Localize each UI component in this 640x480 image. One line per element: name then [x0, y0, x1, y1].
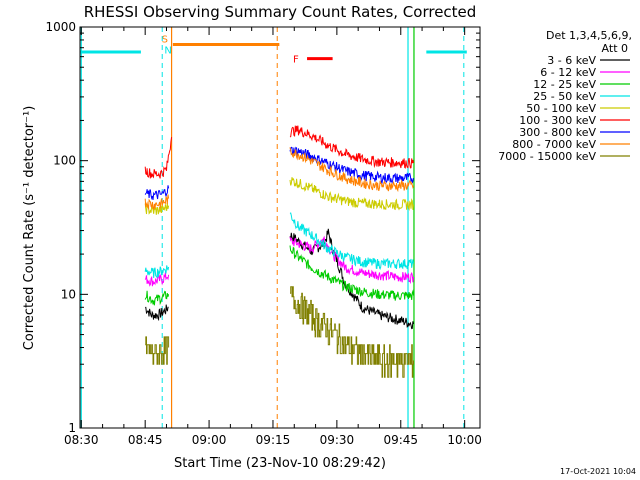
axes: 1 10 100 1000 08:30 08:45 09:00 09:15 09:30 09:45…	[45, 20, 482, 447]
flag-letter-0: S	[162, 35, 168, 46]
chart-title: RHESSI Observing Summary Count Rates, Co…	[84, 3, 477, 21]
legend-label-7: 800 - 7000 keV	[512, 138, 596, 151]
series-lines	[144, 125, 414, 378]
footer-date: 17-Oct-2021 10:04	[560, 467, 636, 476]
series-line-4-seg2	[289, 177, 414, 211]
y-tick-label-2: 100	[53, 154, 76, 168]
series-line-7-seg1	[144, 194, 170, 211]
series-line-8-seg2	[290, 286, 414, 378]
series-line-1-seg2	[289, 235, 414, 285]
y-tick-label-0: 1	[68, 421, 76, 435]
legend-title-line-2: Att 0	[602, 42, 628, 55]
legend-label-4: 50 - 100 keV	[526, 102, 596, 115]
x-tick-label-2: 09:00	[192, 433, 227, 447]
instrument-flags: F SN	[80, 35, 467, 66]
x-tick-label-1: 08:45	[128, 433, 163, 447]
x-tick-label-3: 09:15	[256, 433, 291, 447]
x-tick-label-0: 08:30	[64, 433, 99, 447]
x-tick-label-5: 09:45	[383, 433, 418, 447]
series-line-2-seg1	[144, 290, 170, 306]
plot-frame	[79, 26, 481, 429]
series-line-0-seg2	[289, 228, 414, 330]
legend-title-line-1: Det 1,3,4,5,6,9,	[546, 29, 632, 42]
legend-label-6: 300 - 800 keV	[519, 126, 596, 139]
legend-label-5: 100 - 300 keV	[519, 114, 596, 127]
flag-letter-1: N	[164, 45, 171, 56]
series-line-3-seg2	[289, 212, 414, 270]
series-line-4-seg1	[144, 202, 170, 215]
legend-label-0: 3 - 6 keV	[547, 54, 596, 67]
flag-label-3: F	[293, 55, 299, 66]
series-line-6-seg1	[144, 185, 170, 201]
series-line-5-seg1	[144, 137, 173, 179]
series-line-7-seg2	[289, 147, 414, 193]
x-tick-label-4: 09:30	[320, 433, 355, 447]
x-axis-label: Start Time (23-Nov-10 08:29:42)	[174, 456, 386, 471]
series-line-3-seg1	[144, 265, 170, 279]
y-tick-label-3: 1000	[45, 20, 76, 34]
legend-label-8: 7000 - 15000 keV	[498, 150, 596, 163]
series-line-1-seg1	[144, 272, 170, 287]
legend-label-3: 25 - 50 keV	[533, 90, 596, 103]
series-line-5-seg2	[289, 125, 414, 169]
y-tick-label-1: 10	[61, 287, 76, 301]
series-line-8-seg1	[145, 336, 170, 365]
series-line-2-seg2	[289, 245, 414, 301]
y-axis-label: Corrected Count Rate (s⁻¹ detector⁻¹)	[22, 106, 37, 351]
vertical-markers	[80, 27, 465, 428]
legend-label-1: 6 - 12 keV	[540, 66, 596, 79]
legend-label-2: 12 - 25 keV	[533, 78, 596, 91]
x-tick-label-6: 10:00	[447, 433, 482, 447]
series-line-0-seg1	[145, 304, 169, 322]
series-line-6-seg2	[289, 146, 414, 185]
